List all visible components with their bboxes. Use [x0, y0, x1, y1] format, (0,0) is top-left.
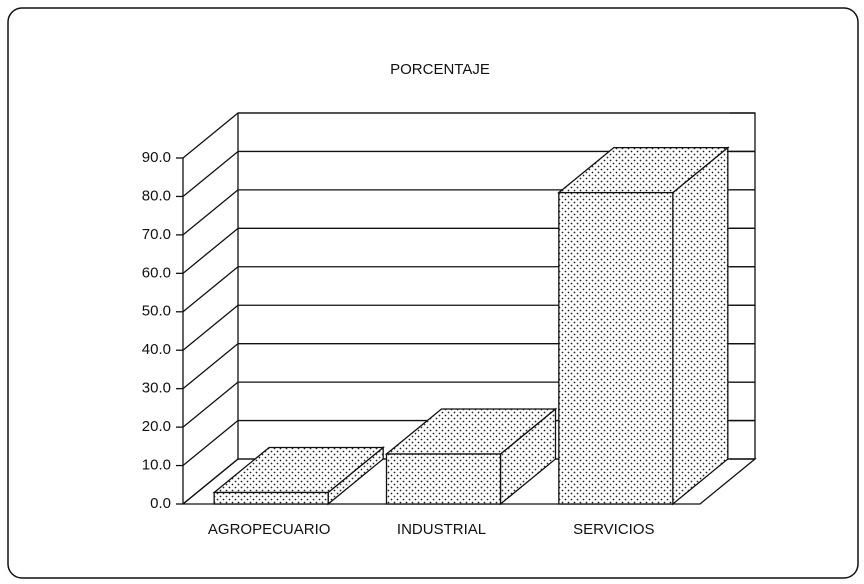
y-tick-label: 50.0 [142, 303, 171, 320]
side-wall-line [182, 304, 239, 351]
bar [384, 407, 558, 506]
y-tick-label: 40.0 [142, 341, 171, 358]
y-tick-label: 30.0 [142, 380, 171, 397]
side-wall-line [182, 112, 239, 159]
side-wall-line [182, 189, 239, 236]
side-wall-line [182, 266, 239, 313]
chart-title: PORCENTAJE [390, 61, 490, 78]
y-tick-label: 20.0 [142, 418, 171, 435]
bar [557, 146, 730, 506]
side-wall-line [182, 343, 239, 390]
side-wall-line [182, 150, 239, 197]
bar-front [385, 453, 502, 505]
y-tick-label: 90.0 [142, 149, 171, 166]
x-tick-label: INDUSTRIAL [397, 521, 486, 538]
x-tick-label: AGROPECUARIO [208, 521, 331, 538]
y-tick-label: 10.0 [142, 457, 171, 474]
y-tick-label: 70.0 [142, 226, 171, 243]
y-tick-label: 0.0 [150, 495, 171, 512]
frame [7, 7, 859, 579]
y-tick-label: 80.0 [142, 187, 171, 204]
bar-front [213, 491, 329, 505]
side-wall-line [182, 458, 239, 505]
side-wall-line [182, 420, 239, 467]
side-wall-line [182, 227, 239, 274]
y-tick-label: 60.0 [142, 264, 171, 281]
side-wall-line [182, 381, 239, 428]
bar-front [558, 191, 674, 505]
bar-side [672, 146, 729, 506]
bar [212, 446, 385, 506]
x-tick-label: SERVICIOS [573, 521, 654, 538]
